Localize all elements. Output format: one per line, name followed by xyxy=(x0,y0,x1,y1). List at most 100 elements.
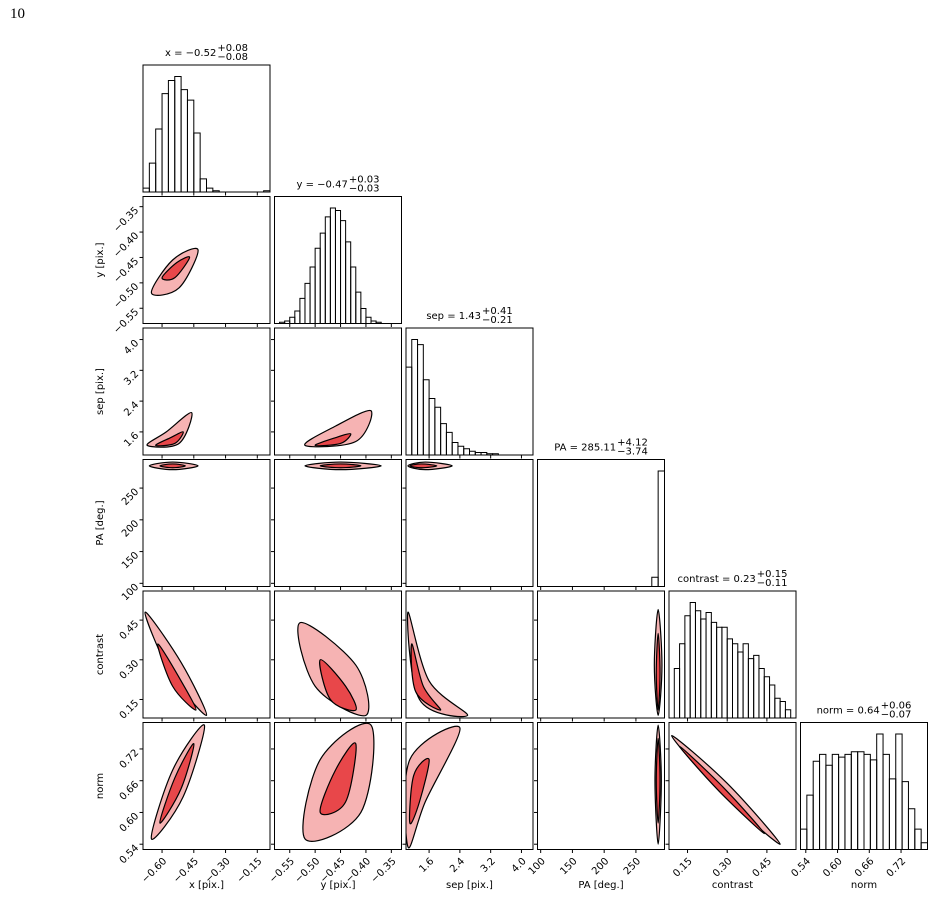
panel-content xyxy=(144,611,208,716)
panel-title: contrast = 0.23 xyxy=(678,574,756,585)
histogram-bin xyxy=(758,668,765,718)
panel-frame xyxy=(142,722,271,850)
y-tick-label: 0.60 xyxy=(118,811,142,835)
histogram-bin xyxy=(324,216,331,324)
panel-content xyxy=(653,608,663,716)
x-tick-label: 1.6 xyxy=(417,856,436,875)
histogram-bin xyxy=(345,241,352,324)
contour-level xyxy=(155,431,184,447)
panel-content xyxy=(406,725,461,849)
x-tick-label: 200 xyxy=(590,856,611,877)
histogram-bin xyxy=(492,453,499,455)
histogram-bin xyxy=(263,190,270,192)
histogram-bin xyxy=(406,366,413,455)
contour-level xyxy=(161,256,191,281)
x-tick-label: 2.4 xyxy=(448,856,467,875)
x-tick-label: 0.66 xyxy=(853,856,877,880)
panel-content xyxy=(654,724,662,845)
panel-frame xyxy=(537,722,665,850)
panel-content xyxy=(671,735,781,845)
histogram-bin xyxy=(732,643,739,718)
y-tick-label: 3.2 xyxy=(122,369,141,388)
title-upper-error: +0.41 xyxy=(482,306,513,317)
contour-level xyxy=(319,463,362,469)
panel-frame xyxy=(668,722,797,850)
title-lower-error: −0.03 xyxy=(349,184,380,195)
panel-frame xyxy=(142,64,271,193)
histogram-bin xyxy=(806,794,814,850)
x-tick-label: −0.55 xyxy=(268,856,297,885)
contour-level xyxy=(297,622,370,717)
panel-frame xyxy=(274,722,402,850)
panel-title: x = −0.52 xyxy=(165,48,216,59)
y-axis-label: sep [pix.] xyxy=(95,368,106,415)
panel-title: PA = 285.11 xyxy=(554,443,616,454)
histogram-bin xyxy=(812,760,821,850)
histogram-bin xyxy=(355,291,362,324)
histogram-bin xyxy=(694,610,702,718)
histogram-bin xyxy=(737,651,744,718)
contour-level xyxy=(314,433,352,447)
histogram-bin xyxy=(428,398,436,455)
x-tick-label: −0.15 xyxy=(235,856,264,885)
panel-frame xyxy=(142,459,271,587)
histogram-bin xyxy=(155,128,163,192)
y-tick-label: 250 xyxy=(120,487,141,508)
title-upper-error: +0.15 xyxy=(757,569,788,580)
histogram-bin xyxy=(350,266,357,324)
panel-content xyxy=(669,602,796,718)
x-tick-label: 150 xyxy=(558,856,579,877)
x-tick-label: 3.2 xyxy=(479,856,498,875)
y-tick-label: 0.15 xyxy=(118,698,142,722)
contour-level xyxy=(146,412,193,448)
panel-frame xyxy=(274,590,402,719)
panel-content xyxy=(146,412,193,448)
y-tick-label: 150 xyxy=(120,550,141,571)
histogram-bin xyxy=(417,344,424,455)
histogram-bin xyxy=(463,448,470,455)
histogram-bin xyxy=(469,450,476,455)
panel-frame xyxy=(537,590,665,719)
x-tick-label: −0.60 xyxy=(140,856,169,885)
panel-content xyxy=(406,339,533,455)
histogram-bin xyxy=(882,753,890,850)
contour-level xyxy=(159,743,195,824)
y-tick-label: 0.30 xyxy=(118,658,142,682)
y-tick-label: −0.50 xyxy=(112,281,141,310)
histogram-bin xyxy=(309,266,316,324)
histogram-bin xyxy=(657,470,665,587)
y-axis-label: PA [deg.] xyxy=(95,500,106,545)
y-tick-label: −0.40 xyxy=(112,231,141,260)
panel-frame xyxy=(274,459,402,587)
contour-level xyxy=(409,463,438,469)
histogram-bin xyxy=(161,93,169,192)
histogram-bin xyxy=(167,79,176,192)
histogram-bin xyxy=(838,756,846,850)
histogram-bin xyxy=(360,307,367,324)
y-tick-label: 100 xyxy=(120,582,141,603)
histogram-bin xyxy=(199,178,207,192)
histogram-bin xyxy=(684,615,691,718)
histogram-bin xyxy=(779,701,786,718)
histogram-bin xyxy=(375,321,382,324)
title-lower-error: −0.07 xyxy=(881,710,912,721)
histogram-bin xyxy=(895,733,903,850)
histogram-bin xyxy=(784,709,792,718)
title-lower-error: −3.74 xyxy=(617,447,648,458)
histogram-bin xyxy=(651,576,659,587)
panel-content xyxy=(800,733,928,850)
histogram-bin xyxy=(673,668,681,718)
contour-level xyxy=(408,757,430,825)
x-tick-label: −0.40 xyxy=(344,856,373,885)
x-tick-label: −0.50 xyxy=(293,856,322,885)
histogram-bin xyxy=(753,654,760,718)
panel-frame xyxy=(405,590,534,719)
histogram-bin xyxy=(888,778,897,850)
panel-frame xyxy=(274,327,402,456)
y-axis-label: y [pix.] xyxy=(95,242,106,277)
contour-level xyxy=(655,737,661,824)
panel-content xyxy=(143,76,270,192)
title-lower-error: −0.11 xyxy=(757,578,788,589)
y-tick-label: 0.45 xyxy=(118,619,142,643)
